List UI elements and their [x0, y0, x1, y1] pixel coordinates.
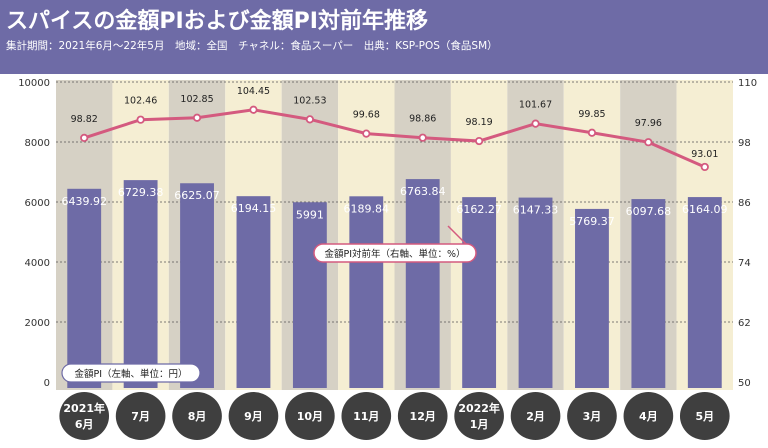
y-right-tick-label: 110 [738, 78, 757, 89]
x-category-label: 11月 [353, 410, 379, 423]
line-point [418, 133, 427, 142]
bar [687, 197, 722, 388]
line-legend-label: 金額PI対前年（右軸、単位：%） [324, 248, 465, 260]
x-category-oval [567, 392, 617, 440]
bar [67, 188, 102, 388]
line-value-label: 97.96 [635, 118, 662, 129]
y-left-tick-label: 0 [44, 378, 50, 389]
x-category-oval [679, 392, 730, 440]
bar-value-label: 6147.33 [513, 204, 559, 217]
x-category-oval [59, 392, 110, 440]
x-category-label: 5月 [695, 410, 714, 423]
y-left-tick-label: 10000 [18, 78, 50, 89]
y-left-tick-label: 8000 [25, 138, 50, 149]
line-value-label: 99.85 [578, 109, 605, 120]
x-category-oval [397, 392, 448, 440]
bar [518, 197, 553, 388]
line-point [249, 105, 258, 114]
bar-legend-label: 金額PI（左軸、単位：円） [74, 368, 187, 380]
x-category-label: 3月 [583, 410, 602, 423]
line-value-label: 93.01 [691, 149, 718, 160]
x-category-oval [341, 392, 392, 440]
x-category-oval [228, 392, 279, 440]
y-left-tick-label: 2000 [25, 318, 50, 329]
line-value-label: 104.45 [237, 86, 270, 97]
line-value-label: 101.67 [519, 100, 552, 111]
bar-value-label: 6097.68 [626, 205, 672, 218]
x-category-label: 2月 [526, 410, 545, 423]
bar [575, 208, 609, 388]
line-point [587, 128, 597, 137]
line-point [531, 119, 540, 128]
bar [292, 202, 327, 388]
y-right-tick-label: 98 [738, 138, 751, 149]
bar [123, 180, 158, 388]
x-category-label: 4月 [639, 410, 658, 423]
bar-value-label: 5991 [296, 208, 324, 221]
x-category-oval [172, 392, 222, 440]
x-category-label: 2022年 [458, 401, 500, 415]
y-right-tick-label: 86 [738, 198, 751, 209]
y-right-tick-label: 74 [738, 258, 751, 269]
bar [405, 179, 440, 388]
x-category-oval [623, 392, 674, 440]
x-category-oval [115, 392, 166, 440]
line-value-label: 99.68 [353, 110, 380, 121]
x-category-oval [285, 392, 335, 440]
chart-subtitle: 集計期間：2021年6月～22年5月 地域：全国 チャネル：食品スーパー 出典：… [6, 40, 498, 52]
bar-value-label: 6763.84 [400, 185, 446, 198]
x-category-label: 7月 [131, 410, 150, 423]
bar-value-label: 6194.15 [231, 202, 277, 215]
bar-value-label: 6625.07 [174, 189, 220, 202]
chart-title: スパイスの金額PIおよび金額PI対前年推移 [6, 9, 428, 34]
line-point [475, 136, 484, 146]
x-category-label: 12月 [410, 410, 436, 423]
line-value-label: 102.53 [293, 95, 326, 106]
bar-legend-box [61, 363, 201, 383]
y-right-tick-label: 62 [738, 318, 751, 329]
line-series [83, 108, 706, 169]
line-value-label: 98.82 [71, 114, 98, 125]
line-legend-box [313, 243, 477, 263]
y-left-tick-label: 6000 [25, 198, 50, 209]
bar-value-label: 5769.37 [569, 215, 615, 228]
line-point [700, 162, 709, 172]
line-point [362, 129, 371, 138]
bar-value-label: 6189.84 [344, 202, 390, 215]
x-category-label: 10月 [297, 410, 323, 423]
line-point [305, 115, 314, 124]
line-point [644, 138, 653, 147]
bar [631, 199, 666, 388]
x-category-label: 2021年 [63, 401, 105, 415]
bar-value-label: 6164.09 [682, 203, 728, 216]
x-category-label: 6月 [75, 418, 94, 431]
line-legend-pointer [447, 225, 467, 245]
x-category-oval [454, 392, 504, 440]
bar [462, 197, 497, 388]
line-point [136, 115, 145, 124]
line-value-label: 98.86 [409, 114, 436, 125]
x-category-label: 8月 [188, 410, 207, 423]
bar [349, 196, 384, 388]
x-category-oval [510, 392, 561, 440]
line-point [80, 133, 89, 142]
x-category-label: 1月 [470, 418, 489, 431]
x-category-label: 9月 [244, 410, 263, 423]
y-left-tick-label: 4000 [25, 258, 50, 269]
bar-value-label: 6439.92 [61, 195, 107, 208]
line-point [192, 113, 202, 122]
bar [236, 196, 271, 388]
line-value-label: 98.19 [466, 117, 493, 128]
line-value-label: 102.85 [180, 94, 213, 105]
y-right-tick-label: 50 [738, 378, 751, 389]
bar [180, 183, 214, 388]
line-value-label: 102.46 [124, 96, 157, 107]
bar-value-label: 6162.27 [456, 203, 502, 216]
bar-value-label: 6729.38 [118, 186, 164, 199]
header-banner: スパイスの金額PIおよび金額PI対前年推移 集計期間：2021年6月～22年5月… [0, 0, 768, 74]
